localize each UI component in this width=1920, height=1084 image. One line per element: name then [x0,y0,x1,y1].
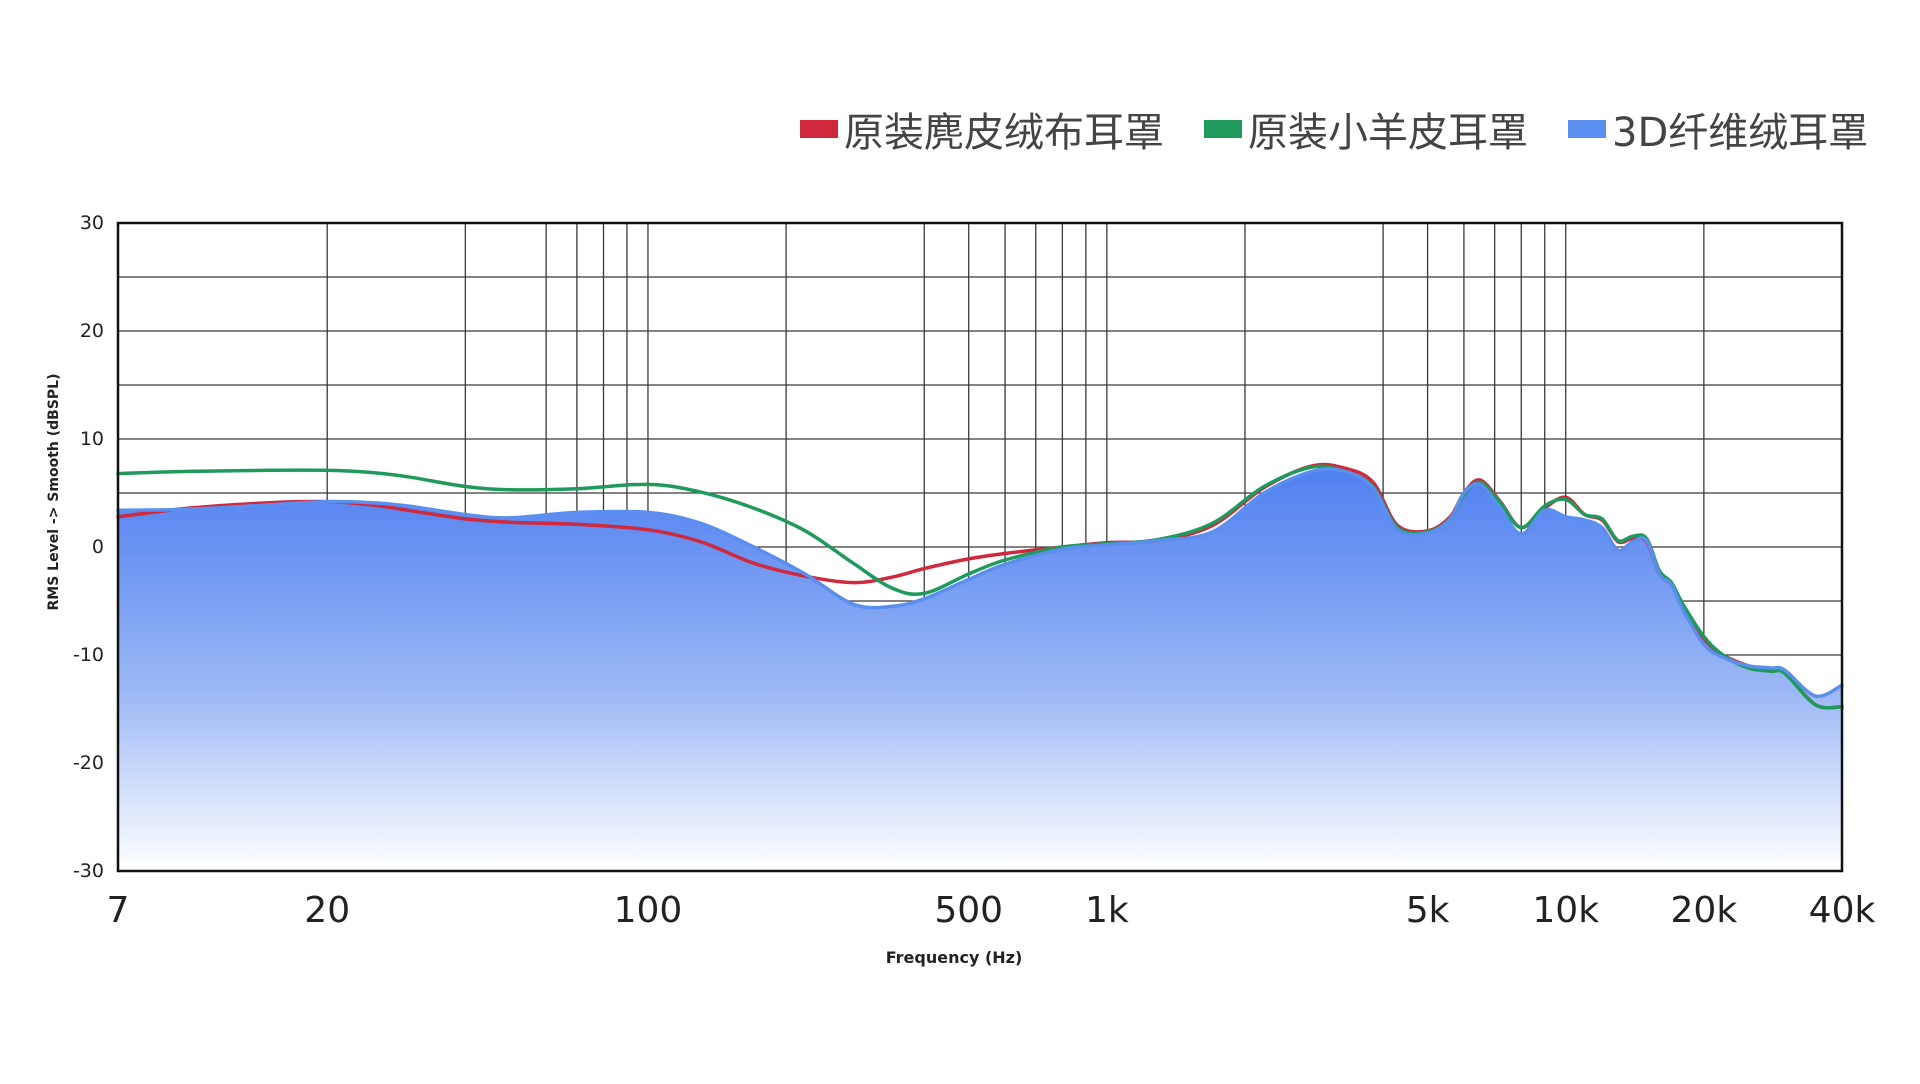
series-lines-layer [116,462,1844,710]
series-line-3d-fiber [116,467,1844,699]
x-tick-label: 100 [614,890,683,931]
x-tick-label: 20k [1671,890,1738,931]
y-tick-label: -10 [73,644,104,666]
y-tick-label: 10 [80,428,104,450]
y-tick-labels: 30 20 10 0 -10 -20 -30 [73,212,104,882]
x-tick-label: 7 [107,890,130,931]
x-tick-label: 40k [1809,890,1876,931]
x-tick-label: 5k [1406,890,1450,931]
plot-frame [116,221,1844,873]
y-tick-label: 20 [80,320,104,342]
legend-swatch-suede [800,120,838,138]
legend-label-3d-fiber: 3D纤维绒耳罩 [1612,110,1869,156]
legend-label-suede: 原装麂皮绒布耳罩 [844,110,1164,156]
legend-item-suede: 原装麂皮绒布耳罩 [800,100,1164,158]
area-fill-layer [118,469,1842,871]
x-axis-label: Frequency (Hz) [886,948,1023,967]
series-area-3d-fiber [118,469,1842,871]
x-tick-label: 20 [304,890,350,931]
legend-swatch-lambskin [1204,120,1242,138]
y-tick-label: -30 [73,860,104,882]
legend: 原装麂皮绒布耳罩 原装小羊皮耳罩 3D纤维绒耳罩 [800,100,1868,158]
legend-label-lambskin: 原装小羊皮耳罩 [1248,110,1528,156]
y-axis-label: RMS Level -> Smooth (dBSPL) [46,374,62,611]
legend-item-lambskin: 原装小羊皮耳罩 [1204,100,1528,158]
x-tick-labels: 7 20 100 500 1k 5k 10k 20k 40k [107,890,1876,931]
y-tick-label: 0 [92,536,104,558]
y-tick-label: -20 [73,752,104,774]
legend-item-3d-fiber: 3D纤维绒耳罩 [1568,100,1868,158]
x-tick-label: 500 [934,890,1003,931]
x-tick-label: 10k [1532,890,1599,931]
x-tick-label: 1k [1085,890,1129,931]
y-tick-label: 30 [80,212,104,234]
legend-swatch-3d-fiber [1568,120,1606,138]
